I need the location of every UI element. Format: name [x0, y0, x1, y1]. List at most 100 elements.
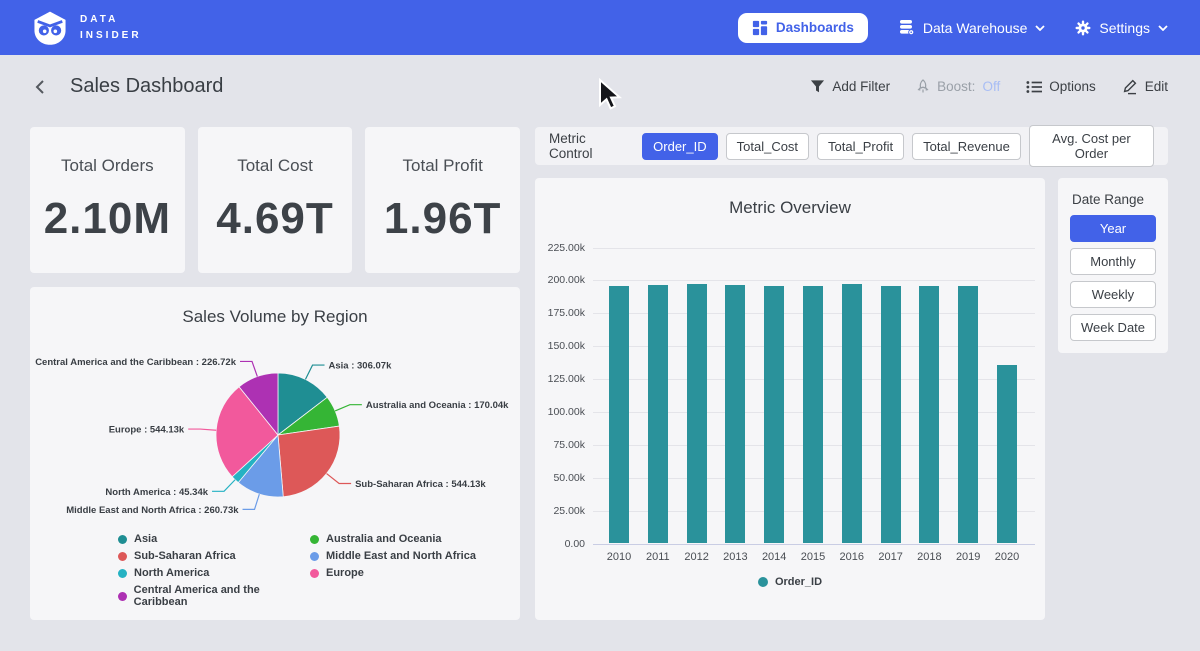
back-button[interactable] — [32, 78, 50, 96]
y-axis-tick-label: 200.00k — [535, 274, 585, 286]
boost-status: Off — [982, 79, 1000, 94]
brand-line1: DATA — [80, 12, 142, 28]
metric-chip-total-revenue[interactable]: Total_Revenue — [912, 133, 1021, 160]
y-axis-tick-label: 225.00k — [535, 242, 585, 254]
metric-control-bar: Metric Control Order_ID Total_Cost Total… — [535, 127, 1168, 165]
metric-chip-avg-cost-per-order[interactable]: Avg. Cost per Order — [1029, 125, 1154, 167]
brand-logo[interactable]: DATA INSIDER — [32, 10, 142, 46]
sales-dashboard-app: DATA INSIDER Dashboards — [0, 0, 1200, 651]
kpi-card-total-cost[interactable]: Total Cost 4.69T — [198, 127, 353, 273]
kpi-value: 1.96T — [384, 194, 502, 244]
bar-2019[interactable] — [958, 286, 978, 544]
metric-control-label: Metric Control — [549, 131, 624, 161]
date-range-monthly-button[interactable]: Monthly — [1070, 248, 1156, 275]
bar-2010[interactable] — [609, 286, 629, 544]
data-warehouse-menu[interactable]: Data Warehouse — [898, 19, 1046, 36]
legend-item-sub-saharan-africa[interactable]: Sub-Saharan Africa — [118, 550, 310, 562]
pie-label-central-america-and-the-caribbean: Central America and the Caribbean : 226.… — [35, 357, 237, 368]
pie-leader-line — [335, 405, 362, 411]
date-range-weekly-button[interactable]: Weekly — [1070, 281, 1156, 308]
metric-overview-card: Metric Overview 0.0025.00k50.00k75.00k10… — [535, 178, 1045, 620]
legend-item-north-america[interactable]: North America — [118, 567, 310, 579]
bar-2015[interactable] — [803, 286, 823, 544]
chevron-down-icon — [1158, 25, 1168, 31]
x-axis-tick-label-2015: 2015 — [793, 551, 833, 563]
dashboards-label: Dashboards — [776, 20, 854, 35]
legend-dot — [118, 592, 127, 601]
legend-item-asia[interactable]: Asia — [118, 533, 310, 545]
bar-2016[interactable] — [842, 284, 862, 543]
boost-toggle[interactable]: Boost: Off — [916, 79, 1000, 94]
y-axis-tick-label: 175.00k — [535, 307, 585, 319]
brand-line2: INSIDER — [80, 28, 142, 44]
pie-slice-sub-saharan-africa[interactable] — [278, 426, 340, 497]
edit-button[interactable]: Edit — [1122, 79, 1168, 95]
legend-dot — [758, 577, 768, 587]
pie-leader-line — [305, 365, 324, 379]
pie-leader-line — [240, 361, 257, 376]
bar-2017[interactable] — [881, 286, 901, 544]
y-axis-tick-label: 125.00k — [535, 373, 585, 385]
date-range-label: Date Range — [1072, 192, 1156, 207]
pie-leader-line — [243, 494, 260, 509]
y-axis-tick-label: 75.00k — [535, 439, 585, 451]
bar-2012[interactable] — [687, 284, 707, 543]
dashboard-toolbar: Add Filter Boost: Off — [810, 79, 1168, 95]
settings-menu[interactable]: Settings — [1075, 20, 1168, 36]
options-list-icon — [1026, 80, 1042, 94]
x-axis-tick-label-2012: 2012 — [677, 551, 717, 563]
options-button[interactable]: Options — [1026, 79, 1096, 94]
title-bar: Sales Dashboard Add Filter Boost: Off — [0, 55, 1200, 118]
date-range-week-date-button[interactable]: Week Date — [1070, 314, 1156, 341]
chevron-down-icon — [1035, 25, 1045, 31]
add-filter-button[interactable]: Add Filter — [810, 79, 890, 94]
pie-label-australia-and-oceania: Australia and Oceania : 170.04k — [366, 400, 509, 411]
bar-2011[interactable] — [648, 285, 668, 543]
date-range-year-button[interactable]: Year — [1070, 215, 1156, 242]
kpi-row: Total Orders 2.10M Total Cost 4.69T Tota… — [30, 127, 520, 273]
legend-dot — [118, 569, 127, 578]
bar-2020[interactable] — [997, 365, 1017, 544]
bar-2014[interactable] — [764, 286, 784, 544]
legend-dot — [310, 535, 319, 544]
kpi-card-total-profit[interactable]: Total Profit 1.96T — [365, 127, 520, 273]
kpi-value: 4.69T — [216, 194, 334, 244]
top-nav-menu: Dashboards Data Warehouse — [738, 13, 1168, 43]
gear-icon — [1075, 20, 1091, 36]
data-warehouse-label: Data Warehouse — [923, 20, 1028, 36]
pie-leader-line — [327, 474, 352, 484]
pie-label-sub-saharan-africa: Sub-Saharan Africa : 544.13k — [355, 479, 486, 490]
kpi-label: Total Orders — [61, 156, 154, 176]
kpi-card-total-orders[interactable]: Total Orders 2.10M — [30, 127, 185, 273]
owl-logo-icon — [32, 10, 68, 46]
legend-item-middle-east-and-north-africa[interactable]: Middle East and North Africa — [310, 550, 476, 562]
metric-chip-total-cost[interactable]: Total_Cost — [726, 133, 809, 160]
x-axis-tick-label-2020: 2020 — [987, 551, 1027, 563]
dashboard-grid-icon — [752, 20, 768, 36]
metric-chip-total-profit[interactable]: Total_Profit — [817, 133, 904, 160]
x-axis-tick-label-2018: 2018 — [909, 551, 949, 563]
x-axis-tick-label-2011: 2011 — [638, 551, 678, 563]
gridline-225.00k — [593, 248, 1035, 249]
legend-series-label: Order_ID — [775, 576, 822, 588]
legend-item-central-america-and-the-caribbean[interactable]: Central America and the Caribbean — [118, 584, 310, 608]
x-axis-tick-label-2014: 2014 — [754, 551, 794, 563]
bar-chart-legend[interactable]: Order_ID — [535, 576, 1045, 588]
pie-legend: Asia Sub-Saharan Africa North America Ce… — [118, 533, 476, 608]
legend-item-europe[interactable]: Europe — [310, 567, 476, 579]
legend-item-australia-and-oceania[interactable]: Australia and Oceania — [310, 533, 476, 545]
back-chevron-icon — [32, 78, 50, 96]
metric-chip-order-id[interactable]: Order_ID — [642, 133, 717, 160]
edit-label: Edit — [1145, 79, 1168, 94]
boost-label: Boost: — [937, 79, 975, 94]
bar-2018[interactable] — [919, 286, 939, 544]
pencil-icon — [1122, 79, 1138, 95]
gridline-200.00k — [593, 280, 1035, 281]
kpi-value: 2.10M — [44, 194, 171, 244]
dashboards-button[interactable]: Dashboards — [738, 13, 868, 43]
legend-dot — [118, 535, 127, 544]
bar-2013[interactable] — [725, 285, 745, 543]
gridline-0.00 — [593, 544, 1035, 545]
region-pie-chart: Asia : 306.07kAustralia and Oceania : 17… — [30, 339, 520, 551]
y-axis-tick-label: 25.00k — [535, 505, 585, 517]
